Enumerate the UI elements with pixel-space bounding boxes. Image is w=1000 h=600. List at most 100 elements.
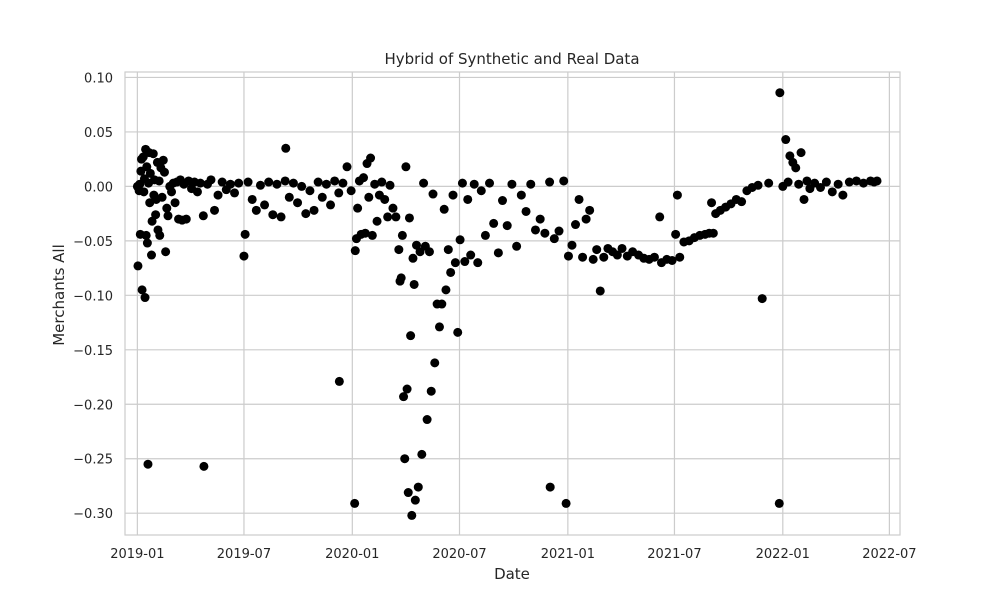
data-point [649,252,659,262]
data-point [155,230,165,240]
data-point [380,194,390,204]
data-point [313,177,323,187]
x-axis-label: Date [494,565,530,583]
data-point [655,212,665,222]
data-point [872,176,882,186]
data-point [326,200,336,210]
data-point [443,245,453,255]
data-point [372,216,382,226]
data-point [281,143,291,153]
data-point [342,162,352,172]
y-tick-label: 0.05 [84,126,113,141]
data-point [158,155,168,165]
data-point [145,168,155,178]
data-point [151,210,161,220]
data-point [561,498,571,508]
data-point [162,203,172,213]
data-point [838,190,848,200]
data-point [460,257,470,267]
data-point [707,198,717,208]
tick-labels: 2019-01 2019-07 2020-01 2020-07 2021-01 2021-… [73,71,916,562]
data-point [521,206,531,216]
data-point [260,200,270,210]
data-point [280,176,290,186]
data-point [858,178,868,188]
data-point [457,178,467,188]
data-point [247,194,257,204]
data-point [567,240,577,250]
data-point [671,229,681,239]
data-point [239,251,249,261]
data-point [367,230,377,240]
data-point [377,177,387,187]
data-point [526,179,536,189]
data-point [192,187,202,197]
data-point [154,176,164,186]
data-point [783,177,793,187]
data-point [268,210,278,220]
data-point [391,212,401,222]
data-point [430,358,440,368]
chart-title: Hybrid of Synthetic and Real Data [384,50,639,68]
data-point [764,178,774,188]
data-point [195,178,205,188]
data-point [578,252,588,262]
data-point [301,209,311,219]
x-tick-label: 2022-07 [862,547,916,562]
x-tick-label: 2020-07 [432,547,486,562]
data-point [667,255,677,265]
data-point [774,498,784,508]
data-point [346,186,356,196]
y-axis-label: Merchants All [50,244,68,346]
y-tick-label: −0.25 [73,453,113,468]
data-point [485,178,495,188]
x-tick-label: 2021-01 [541,547,595,562]
data-point [334,188,344,198]
data-point [775,88,785,98]
data-point [206,175,216,185]
data-point [574,194,584,204]
x-tick-label: 2022-01 [756,547,810,562]
y-tick-label: −0.10 [73,289,113,304]
data-point [305,186,315,196]
data-point [170,198,180,208]
data-point [210,205,220,215]
y-tick-label: −0.15 [73,344,113,359]
data-point [366,153,376,163]
data-point [394,245,404,255]
data-point [448,190,458,200]
data-point [370,179,380,189]
data-point [410,495,420,505]
data-point [404,213,414,223]
data-point [791,163,801,173]
data-point [407,510,417,520]
data-point [417,449,427,459]
data-point [585,205,595,215]
data-point [757,294,767,304]
data-point [493,248,503,258]
y-tick-label: −0.20 [73,398,113,413]
data-point [139,187,149,197]
data-point [441,285,451,295]
data-point [399,392,409,402]
data-point [497,196,507,206]
data-point [439,204,449,214]
data-point [821,177,831,187]
data-point [753,180,763,190]
x-tick-label: 2021-07 [647,547,701,562]
data-point [230,188,240,198]
data-point [385,180,395,190]
data-point [293,198,303,208]
data-point [473,258,483,268]
y-tick-label: 0.00 [84,180,113,195]
data-point [406,331,416,341]
data-point [297,181,307,191]
data-point [463,194,473,204]
data-point [502,221,512,231]
data-point [816,182,825,192]
data-point [469,179,479,189]
data-point [143,459,153,469]
data-point [213,190,223,200]
